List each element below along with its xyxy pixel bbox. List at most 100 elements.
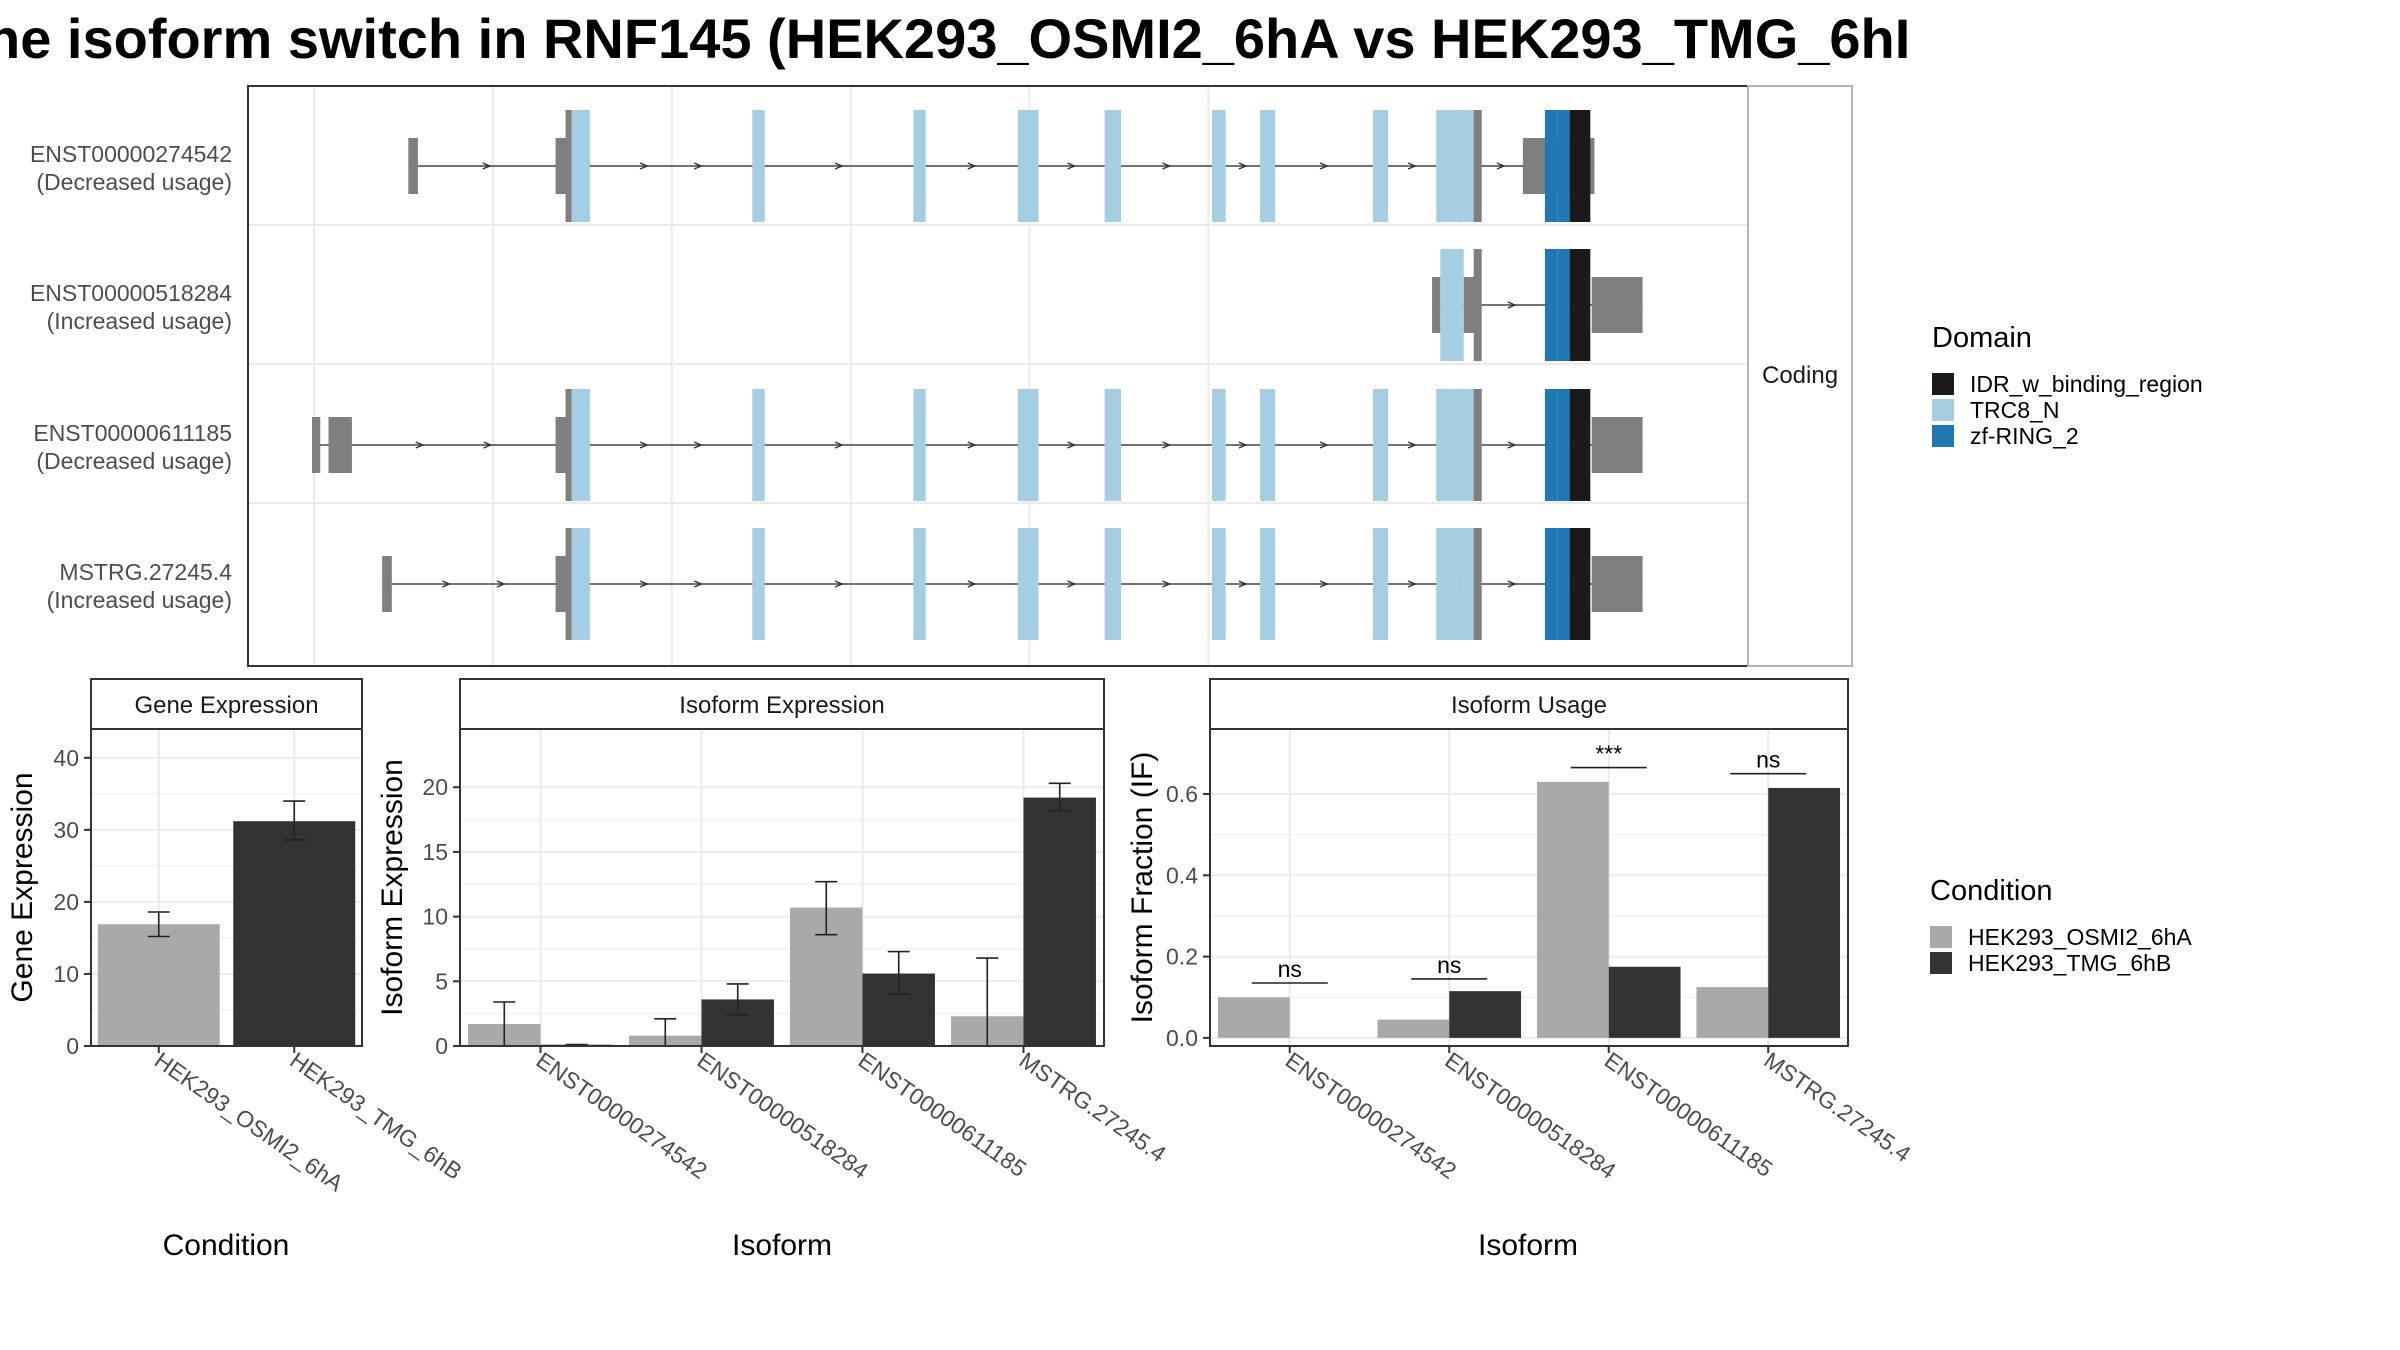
utr-segment bbox=[1591, 277, 1643, 333]
bar bbox=[1768, 787, 1841, 1038]
coding-exon bbox=[1104, 528, 1122, 640]
direction-arrow bbox=[1238, 162, 1248, 170]
bar bbox=[1536, 781, 1609, 1038]
coding-exon bbox=[1104, 110, 1122, 222]
isoform-expression-chart: Isoform Expression 0 5 10 15 20 ENST0000027454… bbox=[376, 678, 1171, 1262]
direction-arrow bbox=[1507, 441, 1517, 449]
direction-arrow bbox=[1407, 162, 1417, 170]
coding-exon bbox=[1104, 389, 1122, 501]
coding-exon bbox=[1372, 389, 1389, 501]
y-tick-label: 20 bbox=[53, 889, 79, 915]
idr-domain bbox=[1569, 528, 1591, 640]
zf-ring-domain bbox=[1557, 249, 1570, 361]
direction-arrow bbox=[1067, 441, 1077, 449]
direction-arrow bbox=[1496, 162, 1506, 170]
direction-arrow bbox=[967, 441, 977, 449]
structure-strip-label: Coding bbox=[1762, 362, 1838, 389]
structure-strip bbox=[1747, 85, 1853, 667]
direction-arrow bbox=[693, 580, 703, 588]
coding-exon bbox=[1017, 389, 1039, 501]
direction-arrow bbox=[1319, 162, 1329, 170]
plot-border bbox=[1209, 728, 1849, 1047]
transcript-row: ENST00000518284(Increased usage) bbox=[30, 249, 1643, 361]
coding-exon bbox=[1017, 528, 1039, 640]
y-tick-label: 10 bbox=[53, 961, 79, 987]
y-tick-label: 10 bbox=[422, 904, 448, 930]
utr-segment bbox=[408, 138, 418, 194]
direction-arrow bbox=[1162, 441, 1172, 449]
coding-exon bbox=[1440, 249, 1464, 361]
coding-exon bbox=[1436, 389, 1464, 501]
coding-exon bbox=[913, 528, 926, 640]
panel-strip-label: Isoform Usage bbox=[1451, 692, 1607, 719]
exon-boundary-notch bbox=[565, 389, 572, 501]
coding-exon bbox=[1436, 528, 1464, 640]
exon-boundary-notch bbox=[1473, 528, 1482, 640]
y-tick-label: 15 bbox=[422, 839, 448, 865]
coding-exon bbox=[1463, 110, 1475, 222]
transcript-usage-label: (Increased usage) bbox=[47, 587, 232, 613]
plot-border bbox=[459, 728, 1105, 1047]
panel-strip-label: Isoform Expression bbox=[679, 692, 884, 719]
figure-title: ne isoform switch in RNF145 (HEK293_OSMI… bbox=[0, 7, 1910, 70]
condition-legend-swatch bbox=[1930, 926, 1952, 948]
coding-exon bbox=[752, 528, 765, 640]
coding-exon bbox=[1211, 389, 1226, 501]
direction-arrow bbox=[1507, 580, 1517, 588]
transcript-row: ENST00000611185(Decreased usage) bbox=[33, 389, 1643, 501]
transcript-id-label: ENST00000611185 bbox=[33, 420, 232, 446]
condition-legend-title: Condition bbox=[1930, 875, 2053, 907]
x-tick-label: MSTRG.27245.4 bbox=[1759, 1047, 1915, 1167]
direction-arrow bbox=[1067, 580, 1077, 588]
x-axis-title: Isoform bbox=[1478, 1229, 1578, 1262]
coding-exon bbox=[1211, 528, 1226, 640]
utr-segment bbox=[382, 556, 392, 612]
domain-legend-swatch bbox=[1932, 373, 1954, 395]
y-axis-title: Isoform Fraction (IF) bbox=[1126, 752, 1159, 1024]
x-axis-title: Condition bbox=[163, 1229, 290, 1262]
direction-arrow bbox=[415, 441, 425, 449]
y-tick-label: 5 bbox=[435, 968, 448, 994]
utr-segment bbox=[312, 417, 321, 473]
direction-arrow bbox=[1238, 441, 1248, 449]
direction-arrow bbox=[639, 580, 649, 588]
coding-exon bbox=[1463, 389, 1475, 501]
direction-arrow bbox=[1407, 441, 1417, 449]
significance-label: ns bbox=[1756, 747, 1780, 773]
y-tick-label: 0.4 bbox=[1166, 862, 1198, 888]
y-axis-title: Gene Expression bbox=[6, 772, 39, 1002]
y-tick-label: 30 bbox=[53, 817, 79, 843]
utr-segment bbox=[1463, 277, 1475, 333]
direction-arrow bbox=[834, 441, 844, 449]
y-tick-label: 0.2 bbox=[1166, 944, 1198, 970]
exon-boundary-notch bbox=[565, 110, 572, 222]
utr-segment bbox=[1432, 277, 1441, 333]
domain-legend-swatch bbox=[1932, 425, 1954, 447]
direction-arrow bbox=[1238, 580, 1248, 588]
x-tick-label: ENST00000274542 bbox=[1281, 1047, 1461, 1184]
coding-exon bbox=[1463, 528, 1475, 640]
x-tick-label: ENST00000518284 bbox=[1440, 1047, 1621, 1184]
utr-segment bbox=[328, 417, 352, 473]
domain-legend: Domain IDR_w_binding_regionTRC8_Nzf-RING_… bbox=[1932, 322, 2203, 449]
coding-exon bbox=[1260, 389, 1276, 501]
y-tick-label: 0.0 bbox=[1166, 1025, 1198, 1051]
coding-exon bbox=[1372, 110, 1389, 222]
coding-exon bbox=[569, 528, 590, 640]
x-tick-label: ENST00000611185 bbox=[1600, 1047, 1778, 1182]
idr-domain bbox=[1569, 110, 1591, 222]
x-tick-label: ENST00000611185 bbox=[854, 1047, 1032, 1182]
significance-label: *** bbox=[1595, 741, 1622, 767]
bar bbox=[1023, 797, 1096, 1046]
exon-boundary-notch bbox=[565, 528, 572, 640]
direction-arrow bbox=[442, 580, 452, 588]
coding-exon bbox=[1260, 110, 1276, 222]
direction-arrow bbox=[1407, 580, 1417, 588]
exon-boundary-notch bbox=[1473, 249, 1482, 361]
condition-legend-label: HEK293_TMG_6hB bbox=[1968, 950, 2171, 976]
direction-arrow bbox=[693, 162, 703, 170]
y-tick-label: 40 bbox=[53, 745, 79, 771]
x-axis-title: Isoform bbox=[732, 1229, 832, 1262]
